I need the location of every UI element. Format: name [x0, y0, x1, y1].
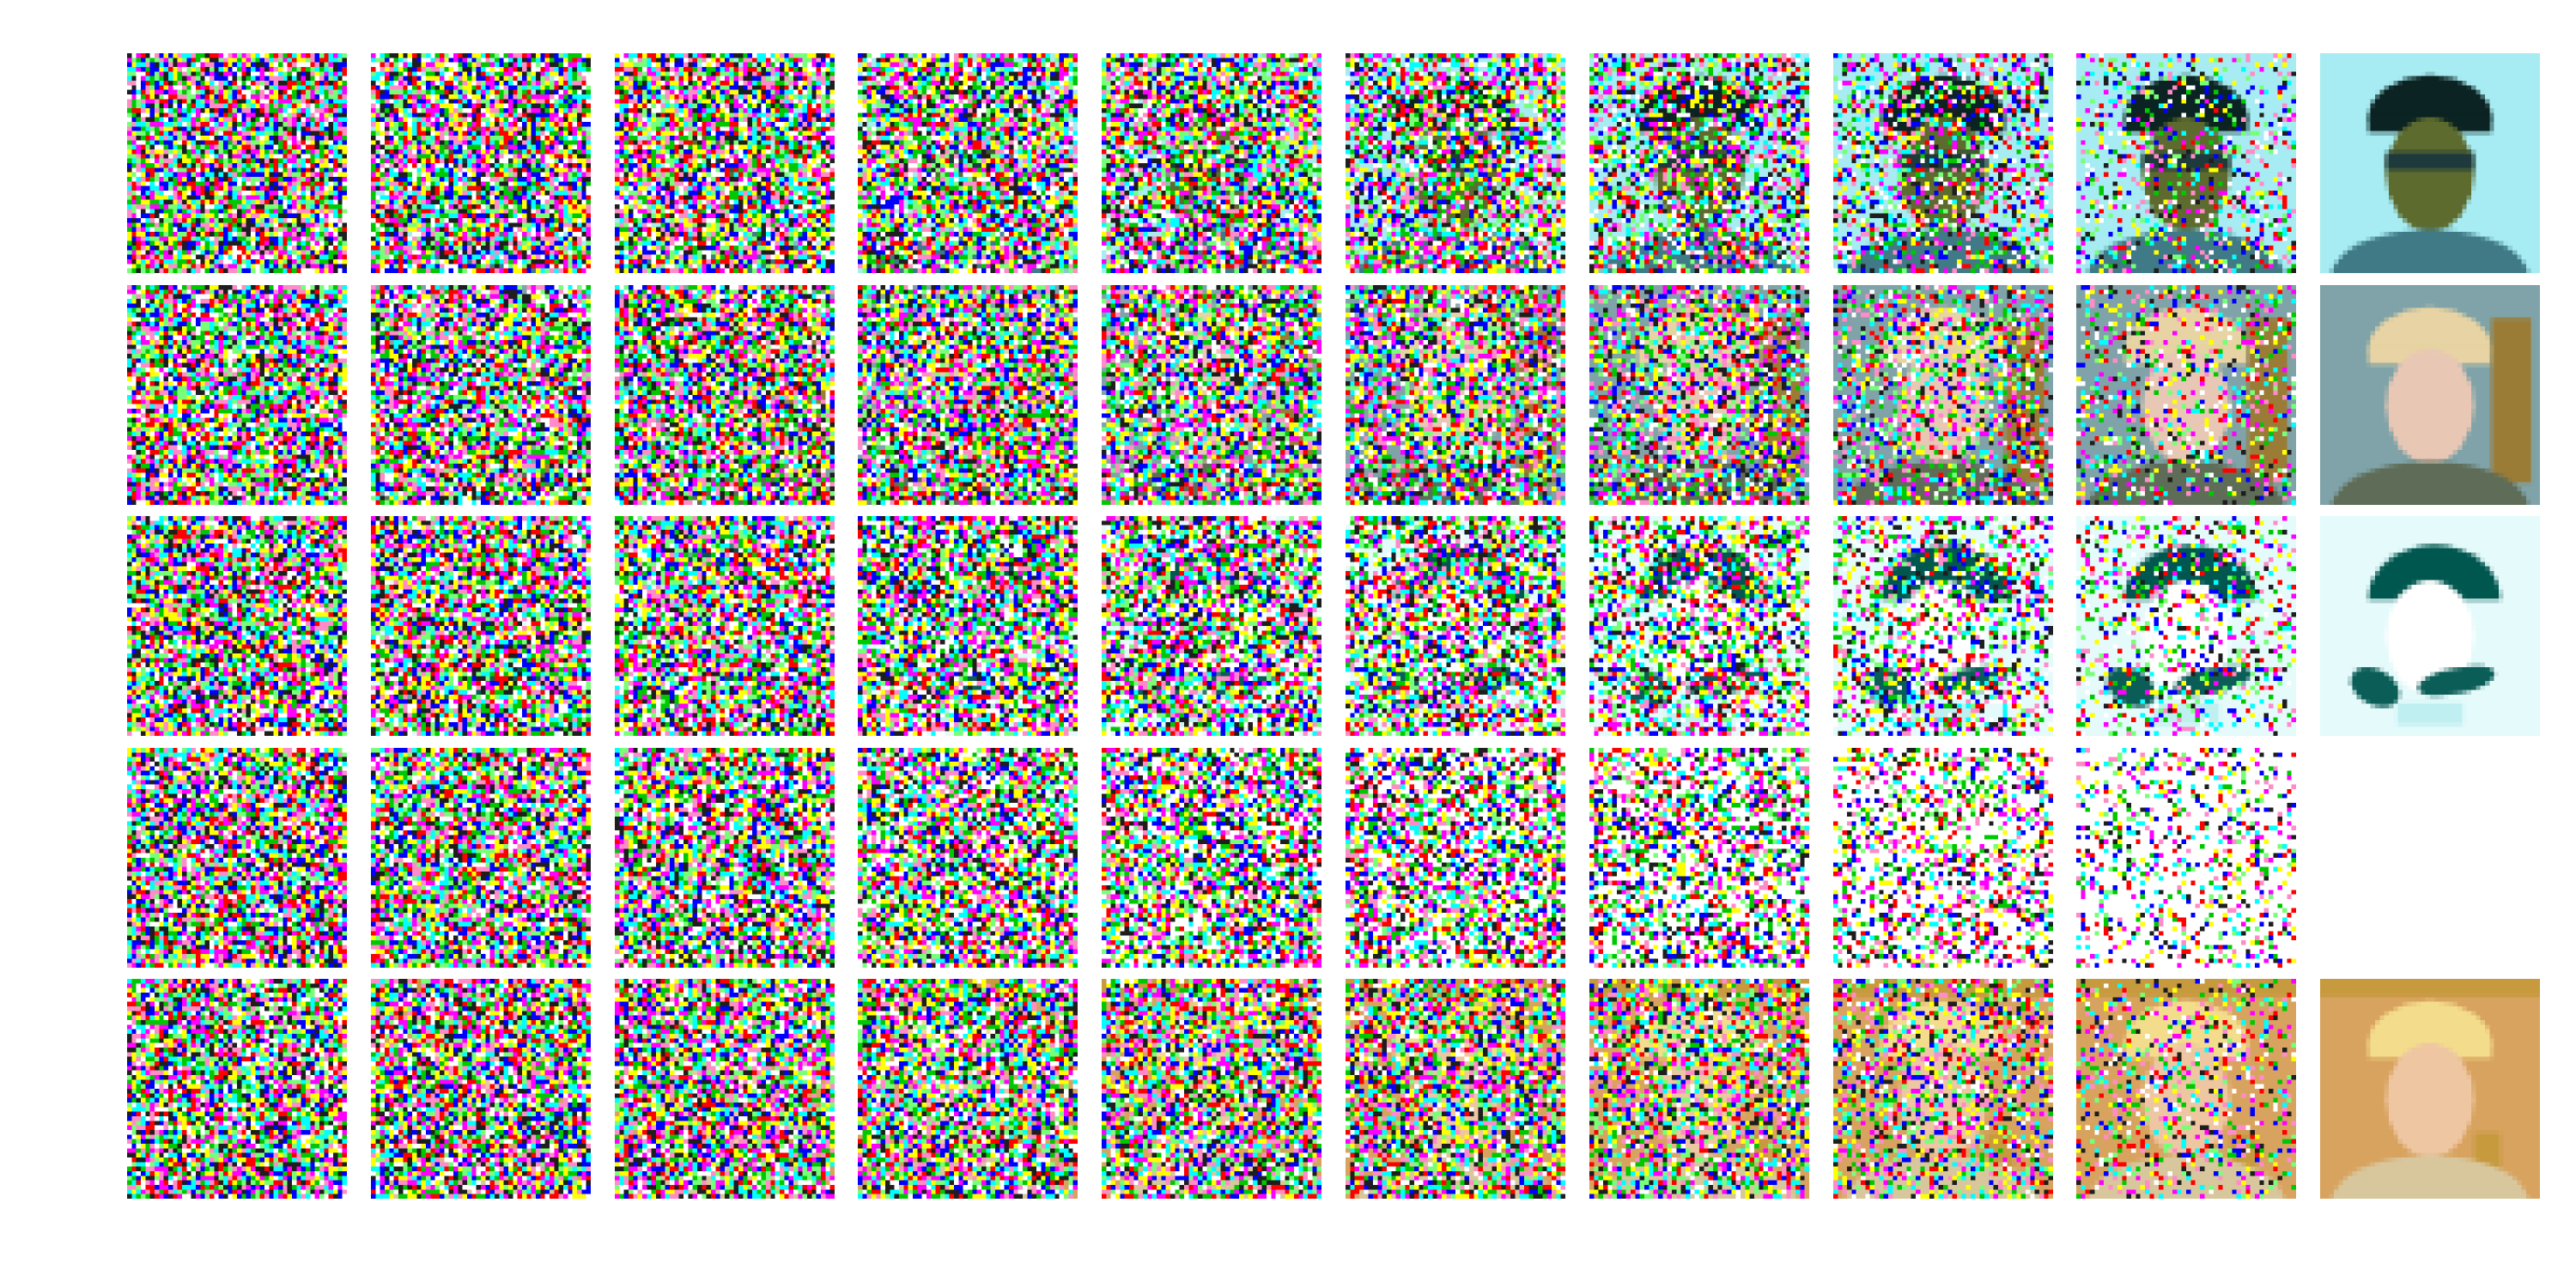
sample-tile-row2-step7: [1589, 285, 1809, 505]
sample-tile-row1-step6: [1346, 53, 1565, 273]
sample-tile-row2-step5: [1102, 285, 1321, 505]
sample-tile-row3-step7: [1589, 516, 1809, 736]
sample-tile-row5-step8: [1833, 979, 2053, 1199]
sample-tile-row2-step8: [1833, 285, 2053, 505]
sample-tile-row5-step2: [371, 979, 591, 1199]
sample-tile-row3-step2: [371, 516, 591, 736]
sample-tile-row1-step2: [371, 53, 591, 273]
sample-tile-row1-step9: [2076, 53, 2296, 273]
sample-tile-row1-step4: [858, 53, 1078, 273]
sample-tile-row3-step3: [615, 516, 835, 736]
sample-tile-row4-step3: [615, 748, 835, 968]
sample-tile-row1-step3: [615, 53, 835, 273]
sample-tile-row5-step9: [2076, 979, 2296, 1199]
sample-tile-row5-step10: [2320, 979, 2540, 1199]
sample-tile-row5-step5: [1102, 979, 1321, 1199]
sample-tile-row5-step7: [1589, 979, 1809, 1199]
sample-tile-row5-step4: [858, 979, 1078, 1199]
sample-tile-row2-step3: [615, 285, 835, 505]
sample-tile-row3-step1: [127, 516, 347, 736]
sample-tile-row1-step10: [2320, 53, 2540, 273]
sample-tile-row3-step10: [2320, 516, 2540, 736]
sample-tile-row1-step8: [1833, 53, 2053, 273]
sample-tile-row2-step1: [127, 285, 347, 505]
sample-tile-row1-step1: [127, 53, 347, 273]
sample-tile-row4-step8: [1833, 748, 2053, 968]
sample-tile-row2-step4: [858, 285, 1078, 505]
sample-tile-row4-step9: [2076, 748, 2296, 968]
sample-tile-row2-step2: [371, 285, 591, 505]
sample-tile-row2-step9: [2076, 285, 2296, 505]
sample-tile-row2-step6: [1346, 285, 1565, 505]
sample-tile-row4-step4: [858, 748, 1078, 968]
sample-tile-row4-step6: [1346, 748, 1565, 968]
sample-tile-row2-step10: [2320, 285, 2540, 505]
sample-tile-row1-step5: [1102, 53, 1321, 273]
sample-tile-row3-step8: [1833, 516, 2053, 736]
sample-tile-row5-step3: [615, 979, 835, 1199]
sample-tile-row4-step2: [371, 748, 591, 968]
sample-tile-row4-step7: [1589, 748, 1809, 968]
sample-tile-row3-step4: [858, 516, 1078, 736]
sample-tile-row4-step5: [1102, 748, 1321, 968]
sample-tile-row5-step6: [1346, 979, 1565, 1199]
sample-tile-row1-step7: [1589, 53, 1809, 273]
sample-tile-row3-step9: [2076, 516, 2296, 736]
sample-tile-row4-step1: [127, 748, 347, 968]
sample-tile-row3-step5: [1102, 516, 1321, 736]
sample-tile-row5-step1: [127, 979, 347, 1199]
sample-tile-row3-step6: [1346, 516, 1565, 736]
